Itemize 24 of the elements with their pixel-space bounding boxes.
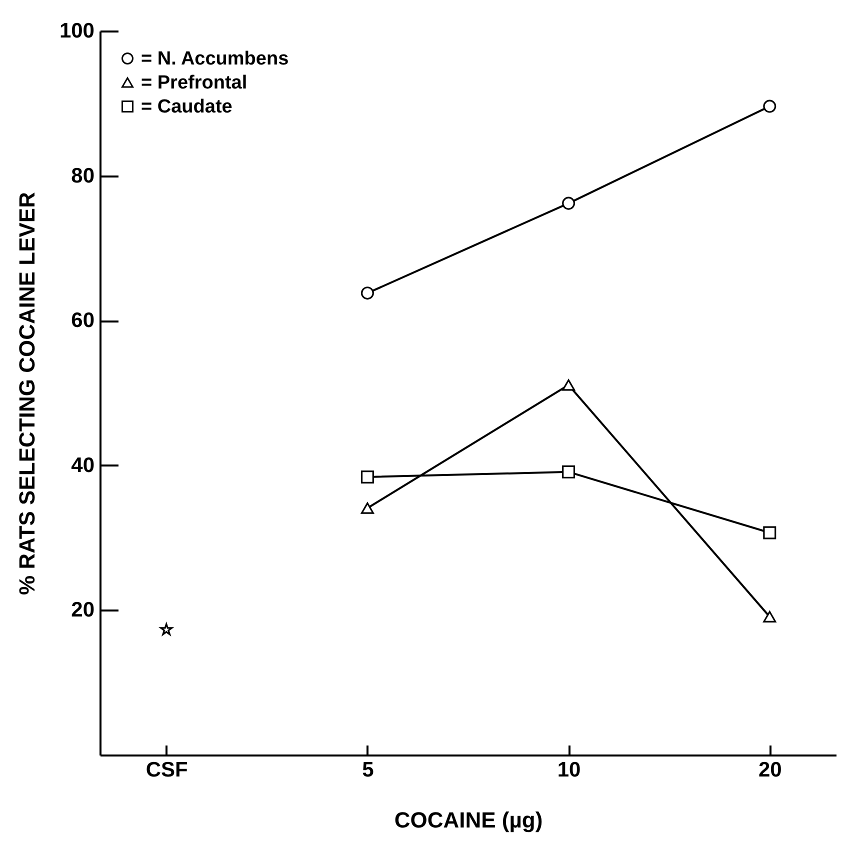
x-axis-title: COCAINE (µg) (394, 808, 543, 832)
point (360, 286, 374, 300)
legend-label: = N. Accumbens (141, 48, 289, 70)
point (562, 379, 576, 391)
point (360, 470, 374, 484)
point (160, 623, 173, 636)
x-tick-label: 10 (557, 758, 581, 782)
y-tick-label: 60 (71, 309, 94, 332)
legend-label: = Prefrontal (141, 72, 248, 94)
x-tick-label: 5 (362, 758, 374, 782)
y-tick-label: 40 (71, 454, 94, 477)
point (562, 196, 576, 210)
point (360, 502, 374, 514)
y-tick-label: 20 (71, 598, 94, 622)
point (562, 465, 576, 478)
point (763, 610, 776, 622)
x-tick-label: 20 (758, 758, 782, 782)
y-tick-label: 100 (59, 20, 94, 42)
y-axis-title: % RATS SELECTING COCAINE LEVER (14, 192, 40, 595)
point (763, 526, 776, 540)
point (763, 100, 776, 113)
x-tick-label: CSF (146, 758, 188, 782)
legend-label: = Caudate (141, 96, 232, 118)
y-tick-label: 80 (71, 164, 94, 188)
